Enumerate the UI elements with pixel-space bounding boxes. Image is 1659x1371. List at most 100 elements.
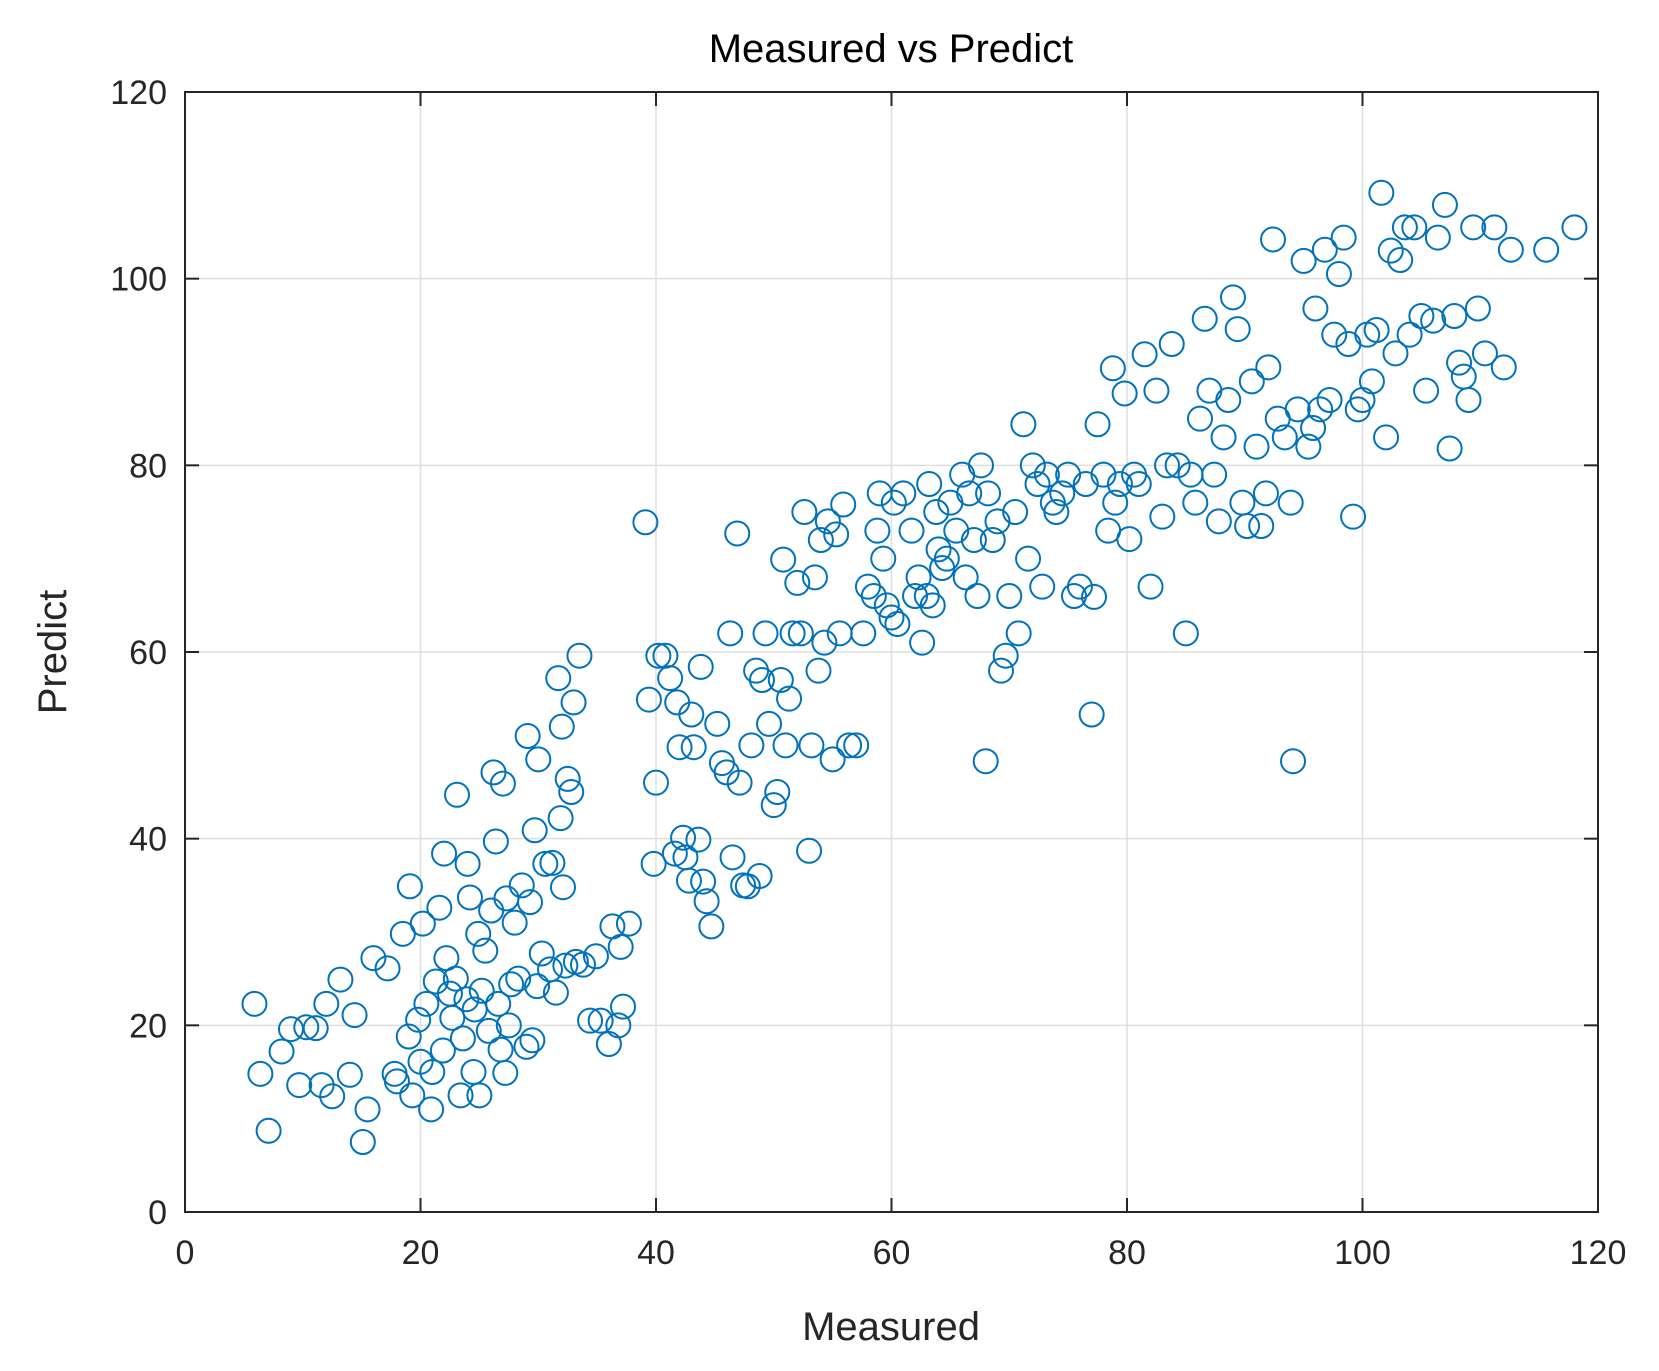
x-tick-label: 20	[402, 1234, 440, 1272]
data-point	[429, 1037, 456, 1064]
data-point	[798, 732, 825, 759]
data-point	[501, 909, 528, 936]
data-point	[850, 620, 877, 647]
data-point	[456, 884, 483, 911]
data-point	[582, 943, 609, 970]
data-point	[796, 837, 823, 864]
data-point	[1561, 214, 1588, 241]
data-point	[1049, 480, 1076, 507]
data-point	[1255, 354, 1282, 381]
data-point	[466, 1082, 493, 1109]
data-point	[836, 732, 863, 759]
data-point	[726, 769, 753, 796]
data-point	[632, 509, 659, 536]
data-point	[719, 844, 746, 871]
data-point	[807, 527, 834, 553]
data-point	[864, 517, 891, 544]
data-point	[1090, 461, 1117, 488]
data-point	[547, 805, 574, 832]
data-point	[1238, 368, 1265, 395]
data-point	[426, 894, 453, 921]
data-point	[549, 874, 576, 901]
data-point	[268, 1038, 295, 1065]
data-point	[587, 1007, 614, 1034]
data-point	[1330, 224, 1357, 251]
data-point	[349, 1129, 376, 1155]
data-point	[687, 653, 714, 680]
data-point	[360, 945, 387, 972]
data-point	[984, 508, 1011, 535]
data-point	[354, 1096, 381, 1123]
data-point	[670, 824, 697, 851]
data-point	[514, 723, 541, 749]
data-point	[1243, 433, 1270, 460]
data-point	[319, 1083, 346, 1110]
data-point	[1125, 471, 1152, 497]
data-point	[661, 840, 688, 867]
data-point	[713, 759, 740, 786]
data-point	[519, 1027, 546, 1054]
data-point	[1201, 461, 1228, 488]
data-point	[704, 710, 731, 737]
data-point	[1277, 489, 1304, 516]
data-point	[890, 480, 917, 507]
data-point	[979, 527, 1006, 553]
data-point	[972, 748, 999, 775]
data-point	[690, 868, 717, 895]
data-point	[409, 910, 436, 937]
data-point	[1497, 236, 1524, 263]
data-point	[805, 657, 832, 684]
data-point	[1116, 526, 1143, 553]
data-point	[952, 564, 979, 591]
data-point	[247, 1060, 274, 1087]
data-point	[956, 480, 983, 507]
data-point	[1111, 380, 1138, 407]
data-point	[1436, 435, 1463, 462]
data-point	[548, 713, 575, 740]
data-point	[967, 452, 994, 479]
data-point	[1224, 316, 1251, 343]
data-point	[489, 770, 516, 797]
data-point	[1490, 354, 1517, 381]
y-tick-label: 0	[148, 1194, 167, 1232]
data-point	[482, 828, 509, 855]
data-point	[1106, 471, 1133, 497]
data-point	[823, 521, 850, 548]
data-point	[819, 746, 846, 773]
data-point	[685, 826, 712, 853]
data-point	[449, 1025, 476, 1052]
data-point	[569, 951, 596, 978]
y-tick-label: 100	[110, 261, 167, 299]
data-point	[1321, 321, 1348, 348]
data-point	[1252, 480, 1279, 507]
data-point	[693, 888, 720, 915]
data-point	[657, 665, 684, 692]
data-point	[1431, 191, 1458, 218]
data-point	[577, 1007, 604, 1034]
data-point	[960, 527, 987, 553]
data-point	[1010, 411, 1037, 438]
data-point	[767, 667, 794, 693]
data-point	[545, 665, 572, 692]
data-point	[1307, 396, 1334, 423]
data-point	[525, 746, 552, 773]
data-point	[1033, 461, 1060, 488]
data-point	[779, 620, 806, 647]
data-point	[933, 545, 960, 572]
data-point	[1164, 452, 1191, 479]
data-point	[327, 966, 354, 993]
data-point	[1377, 237, 1404, 264]
data-point	[738, 732, 765, 759]
data-point	[558, 779, 585, 805]
data-point	[396, 873, 423, 900]
chart-title: Measured vs Predict	[709, 27, 1074, 71]
data-point	[717, 620, 744, 647]
data-point	[395, 1023, 422, 1050]
data-point	[1102, 489, 1129, 516]
data-point	[418, 1096, 445, 1123]
data-point	[909, 629, 936, 656]
data-point	[495, 1012, 522, 1039]
data-point	[528, 940, 555, 967]
data-point	[764, 779, 791, 805]
